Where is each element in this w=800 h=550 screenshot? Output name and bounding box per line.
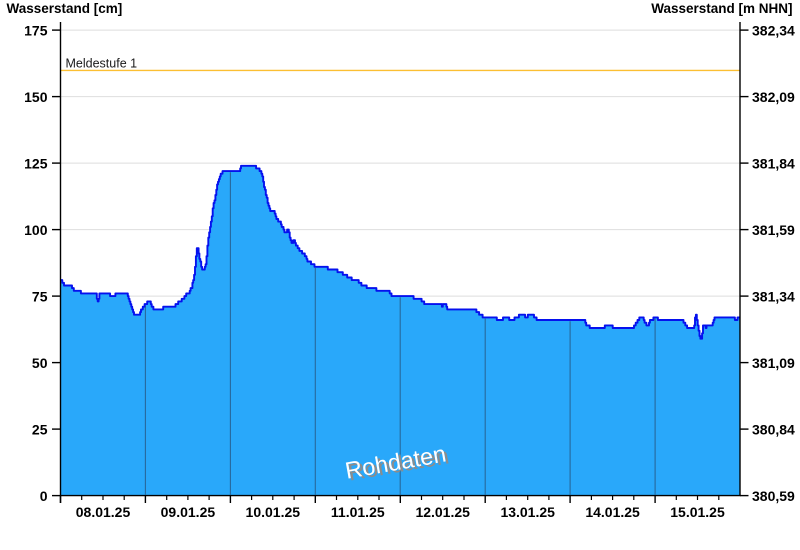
svg-text:75: 75 xyxy=(32,289,48,305)
svg-text:10.01.25: 10.01.25 xyxy=(246,504,301,520)
svg-text:381,09: 381,09 xyxy=(752,355,795,371)
svg-text:08.01.25: 08.01.25 xyxy=(76,504,131,520)
svg-text:125: 125 xyxy=(24,156,48,172)
svg-text:150: 150 xyxy=(24,89,48,105)
svg-text:382,09: 382,09 xyxy=(752,89,795,105)
svg-text:380,59: 380,59 xyxy=(752,488,795,504)
svg-text:Wasserstand [cm]: Wasserstand [cm] xyxy=(7,1,123,16)
svg-text:14.01.25: 14.01.25 xyxy=(585,504,640,520)
svg-text:Wasserstand [m NHN]: Wasserstand [m NHN] xyxy=(651,1,792,16)
svg-text:175: 175 xyxy=(24,23,48,39)
svg-text:380,84: 380,84 xyxy=(752,422,795,438)
svg-text:381,59: 381,59 xyxy=(752,222,795,238)
svg-text:12.01.25: 12.01.25 xyxy=(415,504,470,520)
svg-text:25: 25 xyxy=(32,422,48,438)
svg-text:13.01.25: 13.01.25 xyxy=(500,504,555,520)
svg-text:381,34: 381,34 xyxy=(752,289,795,305)
svg-text:11.01.25: 11.01.25 xyxy=(331,504,385,520)
svg-text:50: 50 xyxy=(32,355,48,371)
svg-text:100: 100 xyxy=(24,222,48,238)
svg-text:09.01.25: 09.01.25 xyxy=(161,504,216,520)
svg-text:Meldestufe 1: Meldestufe 1 xyxy=(66,57,138,71)
svg-text:382,34: 382,34 xyxy=(752,23,795,39)
svg-text:15.01.25: 15.01.25 xyxy=(670,504,725,520)
svg-text:381,84: 381,84 xyxy=(752,156,795,172)
svg-text:0: 0 xyxy=(40,488,48,504)
